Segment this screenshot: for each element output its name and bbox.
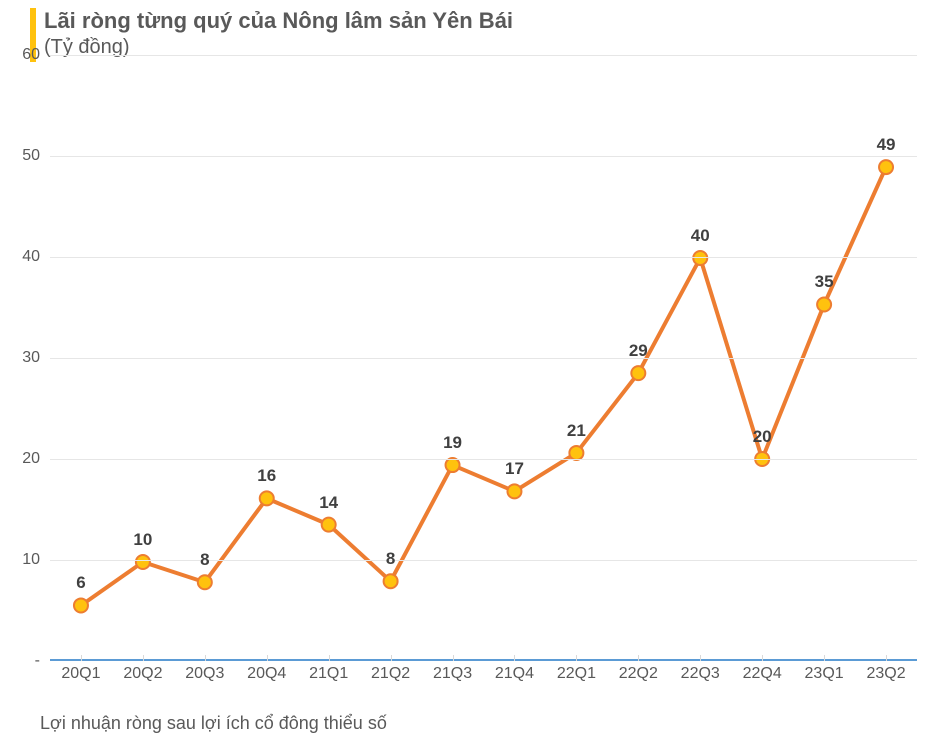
data-label: 6 (76, 573, 85, 593)
data-marker (322, 518, 336, 532)
data-label: 17 (505, 459, 524, 479)
x-tick-label: 20Q3 (185, 665, 224, 683)
chart-header: Lãi ròng từng quý của Nông lâm sản Yên B… (30, 8, 513, 62)
data-label: 40 (691, 226, 710, 246)
chart-container: Lãi ròng từng quý của Nông lâm sản Yên B… (0, 0, 937, 746)
y-tick-label: - (35, 652, 40, 670)
data-marker (507, 484, 521, 498)
chart-titles: Lãi ròng từng quý của Nông lâm sản Yên B… (44, 8, 513, 59)
x-tick (453, 655, 454, 661)
x-tick-label: 23Q1 (805, 665, 844, 683)
x-tick (638, 655, 639, 661)
plot-area: 6 10 8 16 14 8 19 17 21 29 40 20 35 49 (50, 55, 917, 661)
x-tick-label: 21Q3 (433, 665, 472, 683)
x-tick (143, 655, 144, 661)
x-tick (267, 655, 268, 661)
y-tick-label: 20 (22, 450, 40, 468)
x-tick (205, 655, 206, 661)
x-tick (762, 655, 763, 661)
data-label: 10 (133, 530, 152, 550)
data-marker (384, 574, 398, 588)
x-tick-label: 20Q1 (61, 665, 100, 683)
data-label: 16 (257, 466, 276, 486)
data-marker (569, 446, 583, 460)
x-tick (81, 655, 82, 661)
gridline (50, 156, 917, 157)
gridline (50, 459, 917, 460)
data-marker (446, 458, 460, 472)
y-tick-label: 40 (22, 248, 40, 266)
x-tick-label: 22Q3 (681, 665, 720, 683)
data-label: 19 (443, 433, 462, 453)
chart-title: Lãi ròng từng quý của Nông lâm sản Yên B… (44, 8, 513, 34)
data-marker (136, 555, 150, 569)
gridline (50, 257, 917, 258)
x-tick-label: 21Q2 (371, 665, 410, 683)
x-tick-label: 22Q2 (619, 665, 658, 683)
x-tick-label: 21Q1 (309, 665, 348, 683)
x-axis-labels: 20Q1 20Q2 20Q3 20Q4 21Q1 21Q2 21Q3 21Q4 22Q1 22Q2… (50, 661, 917, 686)
x-tick-label: 22Q4 (743, 665, 782, 683)
data-marker (631, 366, 645, 380)
x-tick (514, 655, 515, 661)
x-tick-label: 23Q2 (866, 665, 905, 683)
y-tick-label: 30 (22, 349, 40, 367)
data-marker (817, 297, 831, 311)
data-label: 29 (629, 341, 648, 361)
x-tick (391, 655, 392, 661)
x-tick (700, 655, 701, 661)
x-tick (329, 655, 330, 661)
y-tick-label: 10 (22, 551, 40, 569)
gridline (50, 358, 917, 359)
y-tick-label: 50 (22, 147, 40, 165)
data-label: 14 (319, 493, 338, 513)
data-label: 21 (567, 421, 586, 441)
data-label: 20 (753, 427, 772, 447)
x-tick-label: 21Q4 (495, 665, 534, 683)
chart-plot-outer: -102030405060 6108161481917212940203549 … (10, 55, 917, 686)
x-tick-label: 20Q2 (123, 665, 162, 683)
data-marker (198, 575, 212, 589)
x-tick (824, 655, 825, 661)
data-marker (693, 251, 707, 265)
data-label: 35 (815, 272, 834, 292)
y-axis-labels: -102030405060 (10, 55, 46, 661)
x-tick-label: 20Q4 (247, 665, 286, 683)
gridline (50, 560, 917, 561)
data-marker (260, 491, 274, 505)
data-marker (879, 160, 893, 174)
data-label: 8 (386, 549, 395, 569)
x-tick (886, 655, 887, 661)
gridline (50, 55, 917, 56)
data-marker (74, 598, 88, 612)
data-label: 8 (200, 550, 209, 570)
data-label: 49 (877, 135, 896, 155)
y-tick-label: 60 (22, 46, 40, 64)
chart-line (81, 167, 886, 605)
x-tick-label: 22Q1 (557, 665, 596, 683)
footer-note: Lợi nhuận ròng sau lợi ích cổ đông thiểu… (40, 713, 387, 734)
x-tick (576, 655, 577, 661)
